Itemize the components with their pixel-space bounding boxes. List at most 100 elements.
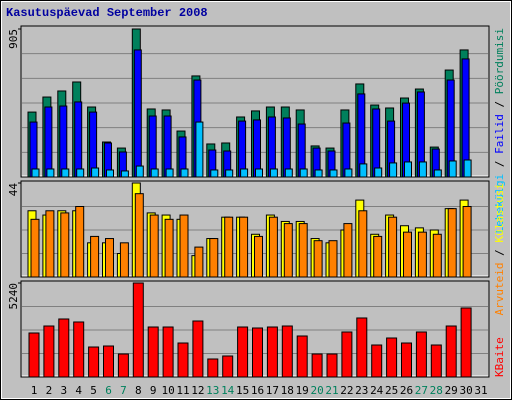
x-tick-label: 26 <box>400 384 413 397</box>
x-tick-label: 9 <box>150 384 157 397</box>
bar <box>222 355 234 378</box>
x-tick-label: 12 <box>191 384 204 397</box>
x-tick-label: 10 <box>161 384 174 397</box>
x-tick-label: 7 <box>120 384 127 397</box>
bar <box>207 358 219 378</box>
x-tick-label: 5 <box>90 384 97 397</box>
bar <box>266 326 278 378</box>
bar <box>149 214 159 278</box>
bar <box>328 240 338 278</box>
x-tick-label: 1 <box>31 384 38 397</box>
bar <box>430 344 442 378</box>
bar <box>314 169 323 178</box>
bar <box>120 170 129 178</box>
legend-entry: Arvuteid <box>493 262 506 315</box>
bar <box>401 342 412 378</box>
bar <box>372 108 381 178</box>
x-tick-label: 20 <box>310 384 323 397</box>
x-tick-label: 30 <box>459 384 472 397</box>
bar <box>269 168 278 178</box>
bar <box>462 206 472 278</box>
bar <box>60 212 70 278</box>
x-tick-label: 19 <box>296 384 309 397</box>
bar <box>209 238 219 278</box>
bar <box>30 218 40 278</box>
bar <box>76 168 85 178</box>
bar <box>404 161 412 178</box>
bar <box>432 233 442 278</box>
bar <box>268 216 278 278</box>
bar <box>91 167 100 178</box>
bar <box>75 206 85 278</box>
bar <box>74 101 83 178</box>
bar <box>225 169 234 178</box>
bar <box>194 246 204 278</box>
bar <box>284 168 293 178</box>
y-tick-label: 5240 <box>7 283 20 310</box>
legend-separator: / <box>493 94 506 114</box>
bar <box>254 235 263 278</box>
bar <box>103 345 114 378</box>
bar <box>179 214 189 278</box>
bar <box>461 58 470 178</box>
bar <box>28 332 40 378</box>
bar <box>255 168 263 178</box>
legend-entry: Külastusi <box>493 183 506 243</box>
bar <box>388 216 398 278</box>
bar <box>281 325 293 378</box>
x-tick-label: 21 <box>325 384 338 397</box>
bar <box>374 167 383 178</box>
bar <box>46 168 55 178</box>
bar <box>415 331 427 378</box>
bar <box>177 342 189 378</box>
bar <box>105 238 114 278</box>
bar <box>371 344 383 378</box>
bar <box>240 168 249 178</box>
bar <box>165 168 174 178</box>
bar <box>192 320 204 378</box>
bar <box>463 159 472 178</box>
bar <box>58 318 70 378</box>
bar <box>195 121 204 178</box>
bar <box>282 117 291 178</box>
bar <box>299 168 308 178</box>
x-tick-label: 3 <box>60 384 67 397</box>
legend-entry: Failid <box>493 114 506 154</box>
bar <box>267 116 276 178</box>
x-tick-label: 24 <box>370 384 384 397</box>
bar <box>326 353 338 378</box>
bar <box>417 231 427 278</box>
x-tick-label: 23 <box>355 384 368 397</box>
bar <box>283 223 293 278</box>
bar <box>433 169 442 178</box>
bar <box>418 161 427 178</box>
bar <box>389 162 398 178</box>
bar <box>329 169 338 178</box>
bar <box>252 327 263 378</box>
x-tick-label: 8 <box>135 384 142 397</box>
x-tick-label: 16 <box>251 384 264 397</box>
bar <box>448 160 457 178</box>
legend-separator: / <box>493 154 506 174</box>
bar <box>73 321 85 378</box>
x-tick-label: 25 <box>385 384 398 397</box>
bar <box>88 346 100 378</box>
x-tick-label: 29 <box>445 384 458 397</box>
bar <box>373 235 383 278</box>
x-tick-label: 27 <box>415 384 428 397</box>
bar <box>148 115 157 178</box>
x-tick-label: 18 <box>281 384 294 397</box>
bar <box>237 326 249 378</box>
bar <box>132 282 144 378</box>
bar <box>106 169 114 178</box>
bar <box>44 106 53 178</box>
bar <box>162 326 174 378</box>
bar <box>59 105 68 178</box>
bar <box>358 210 368 278</box>
legend: Lehekülgi / Failid / Pöördumisi <box>493 28 506 233</box>
x-tick-label: 22 <box>340 384 353 397</box>
bar <box>403 231 412 278</box>
bar <box>135 165 144 178</box>
